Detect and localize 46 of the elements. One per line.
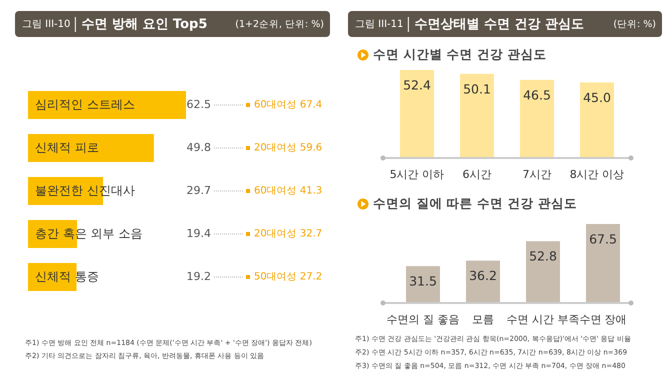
data-label: 62.5 bbox=[186, 98, 211, 112]
x-tick-label: 수면 장애 bbox=[579, 313, 627, 326]
text: 그림 III-11 bbox=[355, 19, 404, 30]
x-tick-label: 6시간 bbox=[462, 168, 492, 182]
chart-title: 수면 방해 요인 Top5 bbox=[81, 17, 208, 32]
text: 20대여성 32.7 bbox=[254, 228, 322, 240]
y-tick-label: 신체적 피로 bbox=[35, 140, 99, 154]
data-label: 52.8 bbox=[529, 248, 557, 264]
chart-title: 수면의 질에 따른 수면 건강 관심도 bbox=[373, 195, 577, 210]
bar bbox=[406, 266, 440, 303]
text: (1+2순위, 단위: %) bbox=[235, 19, 324, 30]
y-tick-label: 심리적인 스트레스 bbox=[35, 97, 135, 112]
data-label: 46.5 bbox=[523, 87, 551, 102]
x-tick-label: 모름 bbox=[472, 313, 494, 326]
bar bbox=[466, 260, 500, 303]
text: 20대여성 59.6 bbox=[254, 142, 322, 154]
x-tick-label: 8시간 이상 bbox=[570, 168, 624, 182]
text: 50대여성 27.2 bbox=[254, 272, 322, 283]
text: 그림 III-10 bbox=[22, 19, 70, 30]
x-tick-label: 5시간 이하 bbox=[390, 168, 444, 182]
data-label: 19.2 bbox=[186, 270, 211, 284]
data-label: 50.1 bbox=[463, 81, 491, 96]
text: 60대여성 41.3 bbox=[254, 186, 322, 197]
data-label: 49.8 bbox=[186, 141, 211, 154]
data-label: 36.2 bbox=[469, 268, 497, 284]
text: 60대여성 67.4 bbox=[254, 100, 322, 111]
bar bbox=[28, 91, 186, 119]
chart-title: 수면 시간별 수면 건강 관심도 bbox=[373, 46, 546, 62]
x-tick-label: 수면 시간 부족 bbox=[506, 313, 580, 326]
text: (단위: %) bbox=[613, 19, 656, 30]
bar bbox=[526, 241, 560, 303]
bar bbox=[400, 70, 434, 158]
text: 수면상태별 수면 건강 관심도 bbox=[414, 17, 584, 32]
data-label: 31.5 bbox=[409, 274, 437, 289]
data-label: 19.4 bbox=[186, 227, 211, 240]
x-tick-label: 7시간 bbox=[522, 168, 552, 182]
data-label: 52.4 bbox=[403, 77, 431, 92]
x-tick-label: 수면의 질 좋음 bbox=[386, 313, 460, 326]
bar bbox=[460, 74, 494, 158]
bar bbox=[580, 82, 614, 158]
data-label: 29.7 bbox=[186, 184, 211, 198]
data-label: 67.5 bbox=[589, 231, 617, 246]
bar bbox=[520, 80, 554, 158]
bar bbox=[586, 224, 620, 303]
bar bbox=[28, 134, 154, 162]
data-label: 45.0 bbox=[583, 90, 611, 105]
